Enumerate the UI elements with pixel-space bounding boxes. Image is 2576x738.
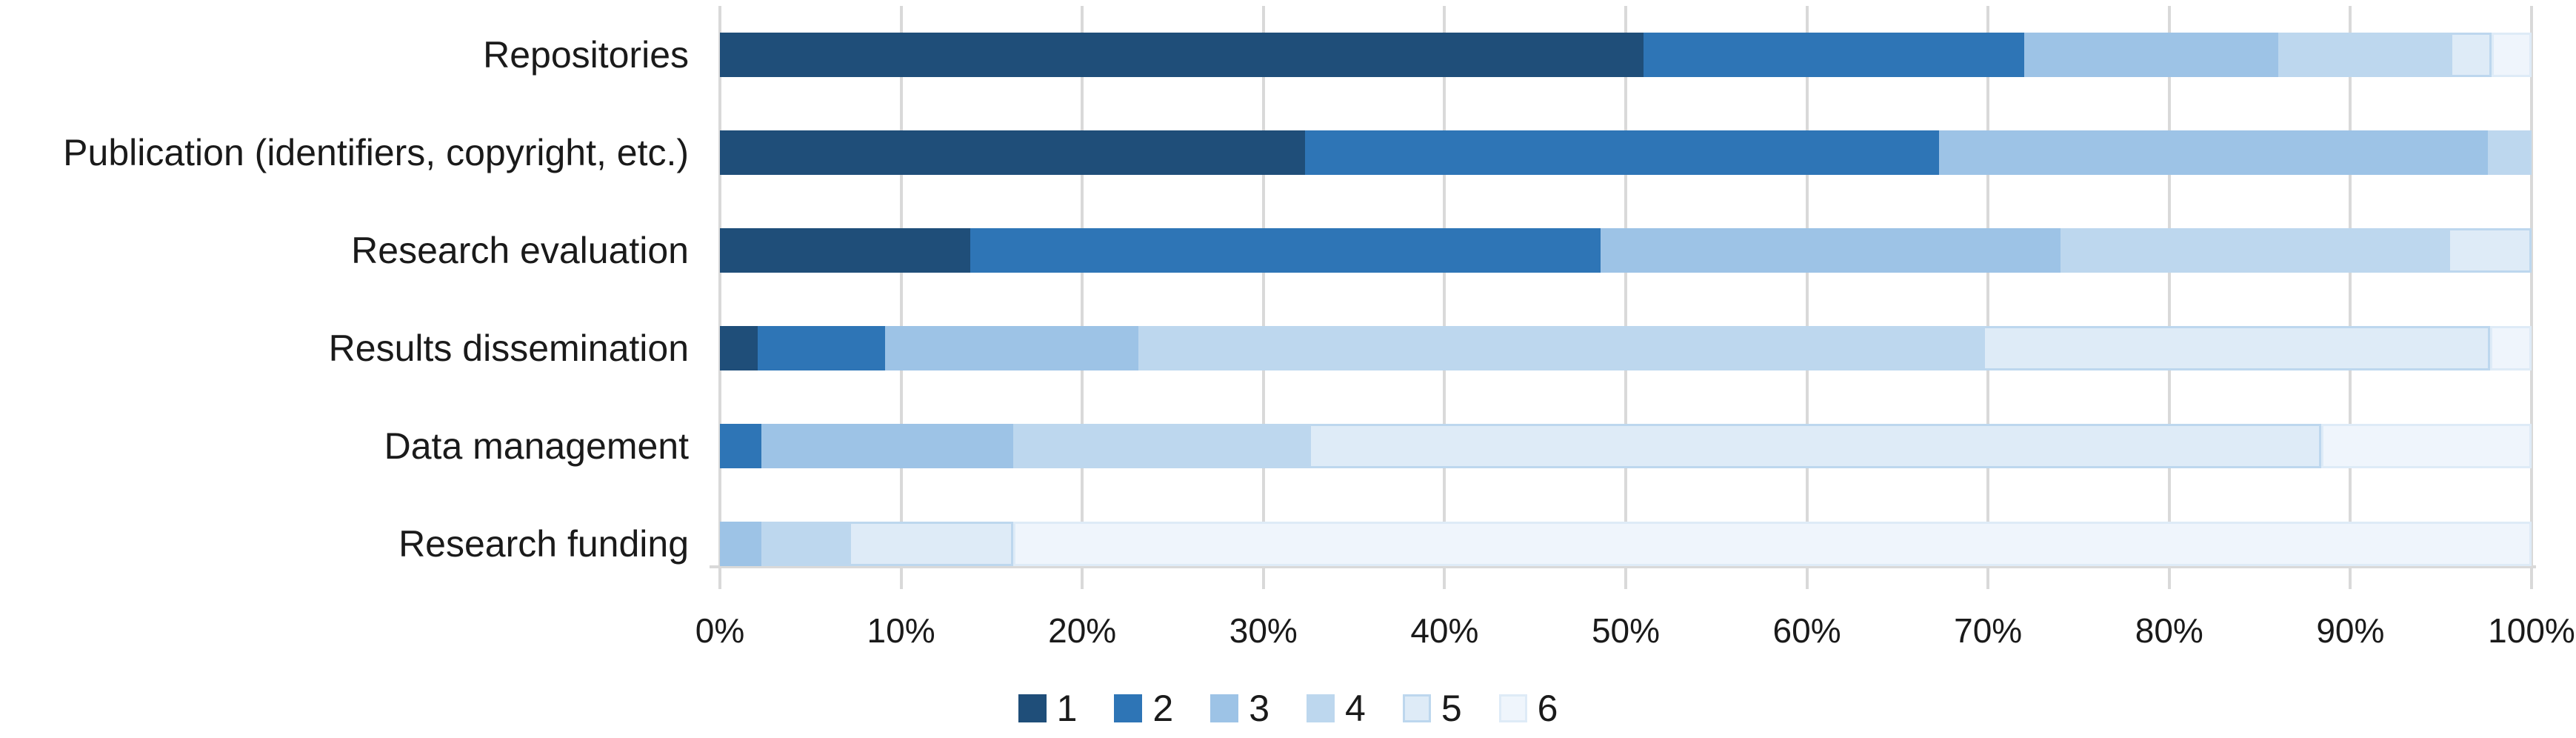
bar-row [720,33,2532,77]
vertical-gridline [2167,6,2171,565]
bar-segment-series-4 [761,522,849,566]
legend-swatch [1210,694,1239,722]
axis-tick-mark [1261,565,1265,589]
legend: 1 2 3 4 5 6 [0,688,2576,729]
bar-segment-series-2 [720,424,762,468]
bar-segment-series-5 [1982,326,2490,370]
axis-tick-mark [1805,565,1809,589]
legend-item-5: 5 [1402,688,1462,729]
bar-segment-series-6 [2489,326,2532,370]
x-axis-tick-label: 70% [1954,611,2023,650]
axis-tick-mark [2530,565,2533,589]
category-axis-line [710,565,2536,568]
category-label: Research evaluation [351,230,689,271]
category-label: Results dissemination [328,328,689,369]
legend-swatch [1498,694,1527,722]
x-axis-tick-label: 10% [867,611,935,650]
x-axis-tick-label: 80% [2135,611,2203,650]
bar-segment-series-5 [2449,33,2492,77]
legend-swatch [1018,694,1047,722]
bar-row [720,424,2532,468]
bar-segment-series-3 [1600,228,2061,273]
category-label: Data management [384,425,689,467]
vertical-gridline [2349,6,2352,565]
bar-segment-series-3 [720,522,762,566]
bar-segment-series-5 [848,522,1014,566]
vertical-gridline [899,6,903,565]
bar-row [720,130,2532,175]
axis-tick-mark [2349,565,2352,589]
bar-row [720,522,2532,566]
vertical-gridline [1261,6,1265,565]
x-axis-tick-label: 40% [1410,611,1479,650]
bar-segment-series-1 [720,130,1306,175]
bar-segment-series-5 [2448,228,2532,273]
bar-row [720,326,2532,370]
x-axis-tick-label: 0% [695,611,745,650]
legend-label: 2 [1152,688,1174,729]
bar-segment-series-3 [2024,33,2278,77]
legend-item-3: 3 [1210,688,1269,729]
bar-segment-series-3 [1939,130,2489,175]
bar-segment-series-1 [720,326,758,370]
axis-tick-mark [1443,565,1447,589]
legend-label: 6 [1537,688,1558,729]
category-label: Research funding [398,523,689,565]
bar-row [720,228,2532,273]
x-axis-tick-label: 20% [1048,611,1117,650]
legend-label: 3 [1249,688,1269,729]
axis-tick-mark [899,565,903,589]
legend-label: 1 [1056,688,1078,729]
bar-segment-series-6 [2321,424,2532,468]
bar-segment-series-2 [1305,130,1940,175]
bar-segment-series-5 [1308,424,2322,468]
bar-segment-series-2 [1644,33,2025,77]
legend-swatch [1307,694,1335,722]
bar-segment-series-1 [720,33,1644,77]
vertical-gridline [2530,6,2533,565]
legend-item-2: 2 [1114,688,1173,729]
bar-segment-series-4 [2278,33,2450,77]
legend-item-1: 1 [1018,688,1078,729]
category-label: Publication (identifiers, copyright, etc… [63,132,689,173]
vertical-gridline [1443,6,1447,565]
axis-tick-mark [1081,565,1084,589]
category-label: Repositories [483,34,689,76]
legend-swatch [1402,694,1431,722]
vertical-gridline [1805,6,1809,565]
axis-tick-mark [1624,565,1627,589]
vertical-gridline [718,6,721,565]
bar-segment-series-4 [2061,228,2449,273]
bar-segment-series-3 [884,326,1139,370]
vertical-gridline [1081,6,1084,565]
axis-tick-mark [1986,565,1990,589]
vertical-gridline [1986,6,1990,565]
x-axis-tick-label: 30% [1229,611,1298,650]
bar-segment-series-4 [1013,424,1309,468]
legend-item-4: 4 [1307,688,1366,729]
legend-label: 5 [1441,688,1462,729]
bar-segment-series-2 [758,326,885,370]
legend-label: 4 [1345,688,1366,729]
legend-swatch [1114,694,1143,722]
axis-tick-mark [718,565,721,589]
bar-segment-series-6 [2492,33,2532,77]
x-axis-tick-label: 100% [2488,611,2575,650]
x-axis-tick-label: 60% [1772,611,1841,650]
bar-segment-series-1 [720,228,970,273]
bar-segment-series-4 [1138,326,1983,370]
x-axis-tick-label: 90% [2316,611,2385,650]
bar-segment-series-2 [970,228,1601,273]
bar-segment-series-4 [2488,130,2532,175]
vertical-gridline [1624,6,1627,565]
bar-segment-series-6 [1013,522,2532,566]
legend-item-6: 6 [1498,688,1558,729]
x-axis-tick-label: 50% [1591,611,1661,650]
axis-tick-mark [2167,565,2171,589]
bar-segment-series-3 [761,424,1014,468]
